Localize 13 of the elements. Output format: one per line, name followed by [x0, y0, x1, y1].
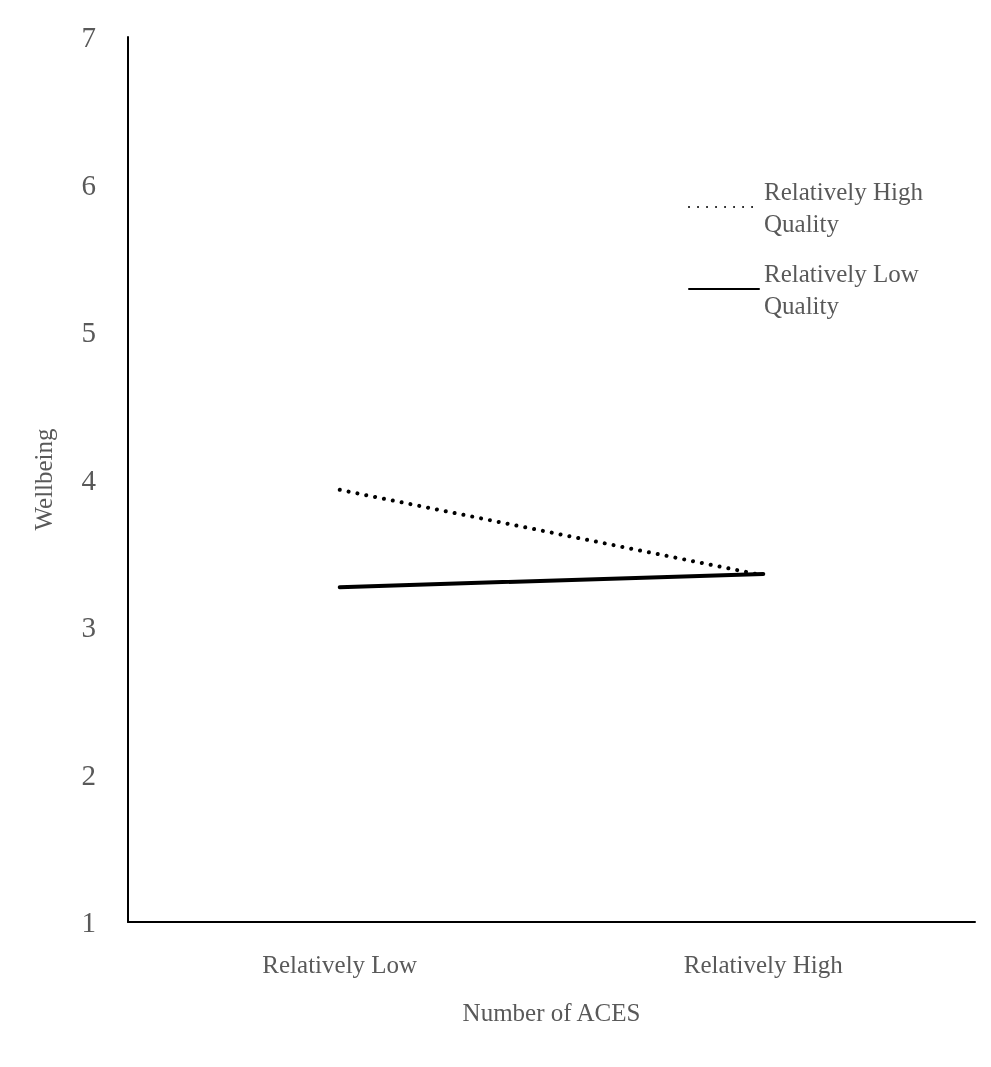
- y-tick-label: 1: [81, 906, 96, 938]
- y-axis-title: Wellbeing: [30, 427, 57, 531]
- y-tick-label: 5: [81, 316, 96, 348]
- y-tick-label: 3: [81, 611, 96, 643]
- y-tick-label: 4: [81, 463, 97, 496]
- legend-label: Relatively High Quality: [764, 177, 930, 237]
- y-tick-label: 6: [81, 168, 96, 201]
- x-tick-label: Relatively Low: [262, 951, 418, 978]
- y-tick-label: 2: [81, 758, 96, 791]
- y-tick-label: 7: [81, 21, 96, 53]
- legend-label: Relatively Low Quality: [764, 259, 926, 319]
- x-axis-title: Number of ACES: [462, 999, 641, 1026]
- x-tick-label: Relatively High: [683, 951, 844, 978]
